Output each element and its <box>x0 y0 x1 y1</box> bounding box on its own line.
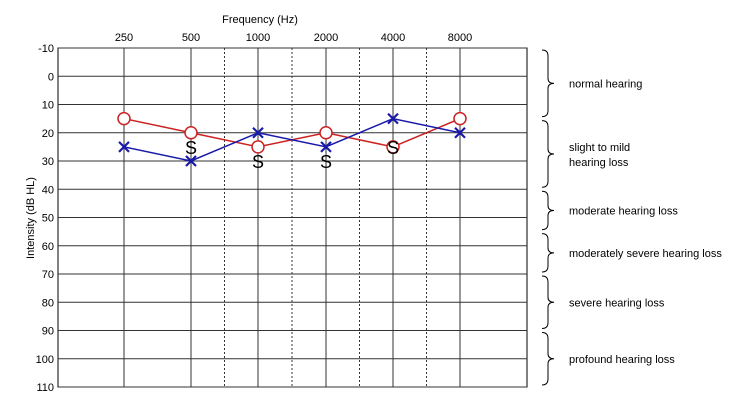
marker-o <box>251 140 265 154</box>
range-brace <box>541 190 555 231</box>
marker-x <box>252 126 264 139</box>
marker-x <box>387 112 399 125</box>
marker-x <box>320 141 332 153</box>
range-label: severe hearing loss <box>569 297 665 309</box>
x-tick-label: 2000 <box>314 32 338 44</box>
y-tick-label: 50 <box>42 213 54 225</box>
range-brace <box>541 275 555 329</box>
marker-s: S <box>387 138 399 158</box>
y-tick-label: 60 <box>42 241 54 253</box>
y-axis-title: Intensity (dB HL) <box>25 177 37 259</box>
y-tick-label: 100 <box>36 354 54 366</box>
y-tick-label: 20 <box>42 128 54 140</box>
range-label: slight to mild hearing loss <box>569 142 630 169</box>
marker-o <box>386 140 400 154</box>
y-tick-label: 110 <box>36 382 54 394</box>
x-tick-label: 250 <box>115 32 133 44</box>
marker-s: S <box>185 138 197 158</box>
range-label: normal hearing <box>569 78 642 90</box>
x-axis-title: Frequency (Hz) <box>222 14 298 26</box>
y-tick-label: -10 <box>38 43 54 55</box>
y-tick-label: 70 <box>42 269 54 281</box>
range-label: moderate hearing loss <box>569 205 678 217</box>
x-tick-label: 8000 <box>448 32 472 44</box>
y-tick-label: 30 <box>42 156 54 168</box>
range-label: profound hearing loss <box>569 354 675 366</box>
marker-o <box>453 111 467 126</box>
x-tick-label: 1000 <box>246 32 270 44</box>
range-label: moderately severe hearing loss <box>569 248 722 260</box>
marker-s: S <box>320 152 332 172</box>
y-tick-label: 90 <box>42 326 54 338</box>
x-tick-label: 4000 <box>381 32 405 44</box>
y-tick-label: 0 <box>48 71 54 83</box>
marker-o <box>117 111 131 126</box>
marker-o <box>319 126 333 140</box>
marker-x <box>454 126 466 139</box>
range-brace <box>541 120 555 188</box>
series-line-X <box>123 117 461 162</box>
marker-o <box>184 126 198 140</box>
range-brace <box>541 49 555 118</box>
marker-x <box>185 155 197 167</box>
marker-x <box>118 141 130 153</box>
y-tick-label: 40 <box>42 184 54 196</box>
range-brace <box>541 233 555 273</box>
range-brace <box>541 332 555 386</box>
y-tick-label: 80 <box>42 297 54 309</box>
y-tick-label: 10 <box>42 100 54 112</box>
marker-s: S <box>252 152 264 172</box>
x-tick-label: 500 <box>182 32 200 44</box>
